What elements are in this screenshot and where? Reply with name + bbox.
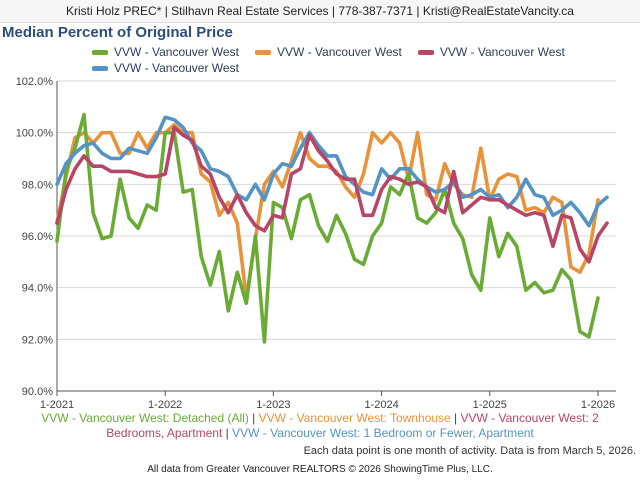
chart-legend: VVW - Vancouver West VVW - Vancouver Wes… <box>92 44 632 76</box>
x-tick-label: 1-2025 <box>473 399 507 411</box>
caption-sep: | <box>248 411 259 425</box>
x-tick-label: 1-2024 <box>364 399 398 411</box>
caption-2-bedroom-part1: VVW - Vancouver West: 2 <box>460 411 599 425</box>
y-tick-label: 90.0% <box>22 386 53 398</box>
axes: 90.0% 92.0% 94.0% 96.0% 98.0% 100.0% 102.0% 1-2… <box>16 76 616 411</box>
header-text: Kristi Holz PREC* | Stilhavn Real Estate… <box>66 4 574 18</box>
series-lines <box>55 112 609 344</box>
series-line-blue <box>55 115 609 228</box>
legend-label-detached: VVW - Vancouver West <box>114 45 239 59</box>
series-line-orange <box>55 123 600 300</box>
y-tick-label: 94.0% <box>22 283 53 295</box>
caption-sep: | <box>222 426 233 440</box>
y-tick-label: 100.0% <box>16 128 54 140</box>
legend-item-1-bedroom[interactable]: VVW - Vancouver West <box>92 61 239 75</box>
legend-item-2-bedroom[interactable]: VVW - Vancouver West <box>417 45 565 59</box>
y-tick-label: 92.0% <box>22 334 53 346</box>
caption-sep: | <box>450 411 461 425</box>
chart-title: Median Percent of Original Price <box>2 24 233 41</box>
y-tick-label: 98.0% <box>22 179 53 191</box>
legend-item-townhouse[interactable]: VVW - Vancouver West <box>254 45 402 59</box>
legend-label-2-bedroom: VVW - Vancouver West <box>439 45 565 59</box>
x-tick-label: 1-2026 <box>581 399 615 411</box>
caption-townhouse: VVW - Vancouver West: Townhouse <box>258 411 451 425</box>
legend-swatch-red <box>417 49 434 55</box>
legend-label-1-bedroom: VVW - Vancouver West <box>114 61 239 75</box>
source-footnote: All data from Greater Vancouver REALTORS… <box>147 464 493 475</box>
y-tick-label: 96.0% <box>22 231 53 243</box>
y-tick-label: 102.0% <box>16 76 54 88</box>
caption-1-bedroom: VVW - Vancouver West: 1 Bedroom or Fewer… <box>232 426 534 440</box>
series-caption: VVW - Vancouver West: Detached (All) | V… <box>0 411 640 441</box>
legend-swatch-blue <box>92 65 108 71</box>
gridlines <box>57 80 616 392</box>
legend-item-detached[interactable]: VVW - Vancouver West <box>92 45 239 59</box>
legend-swatch-green <box>92 49 108 55</box>
x-tick-label: 1-2022 <box>148 399 182 411</box>
agent-contact-header: Kristi Holz PREC* | Stilhavn Real Estate… <box>0 0 640 23</box>
legend-label-townhouse: VVW - Vancouver West <box>276 45 402 59</box>
caption-2-bedroom-part2: Bedrooms, Apartment <box>106 426 223 440</box>
x-tick-label: 1-2023 <box>256 399 290 411</box>
caption-detached: VVW - Vancouver West: Detached (All) <box>41 411 249 425</box>
activity-footnote: Each data point is one month of activity… <box>303 445 636 457</box>
legend-swatch-orange <box>254 49 271 55</box>
series-line-green <box>55 112 600 344</box>
x-tick-label: 1-2021 <box>40 399 74 411</box>
series-line-red <box>55 125 609 264</box>
